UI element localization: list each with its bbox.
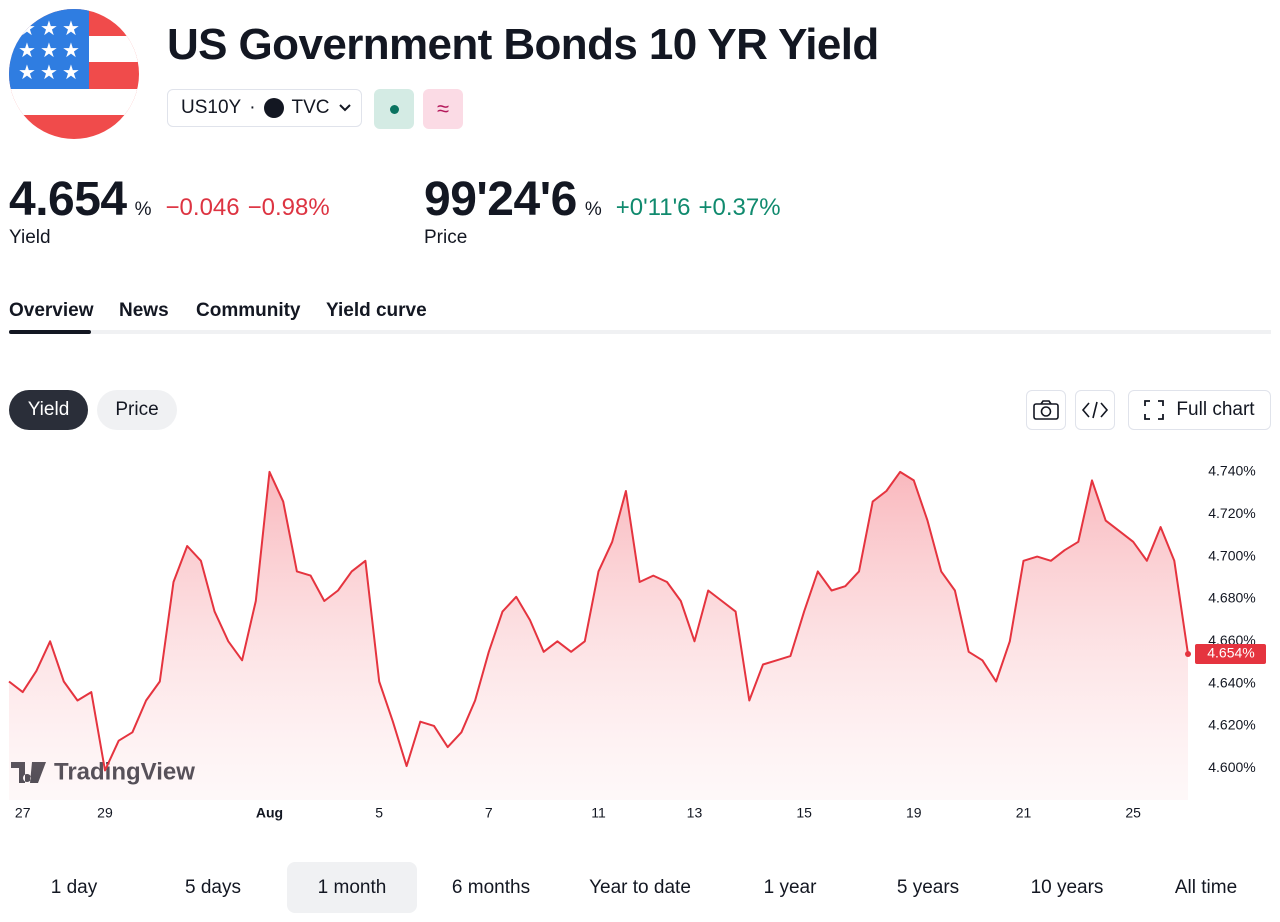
range-button[interactable]: 1 month [287,862,417,913]
x-tick-label: 11 [591,805,606,821]
market-status[interactable] [374,89,414,129]
camera-icon [1033,400,1059,420]
area-fill [9,471,1188,800]
x-tick-label: 27 [15,805,31,821]
symbol: US10Y [181,97,242,118]
svg-text:★: ★ [40,40,58,62]
y-tick-label: 4.740% [1208,463,1255,479]
active-tab-indicator [9,330,91,334]
last-value-label: 4.654% [1207,645,1254,661]
x-tick-label: 15 [796,805,812,821]
y-tick-label: 4.680% [1208,590,1255,606]
chevron [338,104,351,112]
svg-text:★: ★ [40,18,58,40]
quote-label: Price [424,227,468,248]
chart: 4.600%4.620%4.640%4.660%4.680%4.700%4.72… [8,463,1266,821]
x-tick-label: Aug [256,805,283,821]
quote-value: 99'24'6 [424,173,577,226]
svg-text:★: ★ [40,62,58,84]
flag-icon: ★ ★ ★ ★ ★ ★ ★ ★ ★ [9,9,139,139]
quote-change-percent: −0.98% [247,194,330,221]
x-tick-label: 5 [375,805,383,821]
exchange: TVC [291,97,330,118]
range-button[interactable]: 10 years [1030,876,1104,898]
tab[interactable]: Yield curve [326,300,427,321]
range-button[interactable]: 5 days [185,876,241,898]
tab-rule [9,330,1271,334]
x-tick-label: 19 [906,805,922,821]
line [8,470,1189,772]
button-label: Full chart [1176,399,1255,420]
tab[interactable]: News [119,300,169,321]
y-tick-label: 4.600% [1208,759,1255,775]
range-button[interactable]: Year to date [589,876,691,898]
page-title: US Government Bonds 10 YR Yield [167,20,879,69]
snapshot-button[interactable] [1026,390,1066,430]
code-icon [1081,401,1109,419]
tab[interactable]: Community [196,300,301,321]
svg-text:★: ★ [62,40,80,62]
separator: · [249,97,256,118]
quote-unit: % [584,199,602,220]
y-tick-label: 4.700% [1208,547,1255,563]
quote-label: Yield [9,227,51,248]
y-tick-label: 4.620% [1208,717,1255,733]
symbol-selector[interactable]: US10Y · TVC [167,89,362,127]
quote-change-percent: +0.37% [698,194,781,221]
range-button[interactable]: All time [1174,876,1238,898]
status-dot [389,104,399,114]
delayed-badge[interactable]: ≈ [423,89,463,129]
range-button[interactable]: 6 months [451,876,531,898]
range-button[interactable]: 1 year [763,876,817,898]
svg-text:★: ★ [18,40,36,62]
quote-change: +0'11'6 [615,194,691,221]
x-tick-label: 25 [1125,805,1141,821]
x-tick-label: 29 [97,805,113,821]
x-tick-label: 7 [485,805,493,821]
last-value-box [1195,643,1266,664]
svg-text:★: ★ [18,18,36,40]
range-button[interactable]: 5 years [896,876,960,898]
svg-text:★: ★ [62,18,80,40]
y-tick-label: 4.640% [1208,674,1255,690]
toggle-button[interactable]: Price [97,390,177,430]
last-point [1185,650,1191,657]
svg-text:★: ★ [62,62,80,84]
svg-text:★: ★ [18,62,36,84]
tab[interactable]: Overview [9,300,94,321]
fullscreen-icon [1144,400,1165,420]
x-tick-label: 13 [687,805,703,821]
full-chart-button[interactable]: Full chart [1128,390,1271,430]
range-button[interactable]: 1 day [50,876,98,898]
exchange-logo [263,98,284,118]
quote-change: −0.046 [165,194,240,221]
price-quote: 99'24'6 % +0'11'6 +0.37% [424,172,781,227]
embed-button[interactable] [1075,390,1115,430]
quote-unit: % [134,199,152,220]
toggle-button[interactable]: Yield [9,390,88,430]
x-tick-label: 21 [1016,805,1032,821]
quote-value: 4.654 [9,173,127,226]
yield-quote: 4.654 % −0.046 −0.98% [9,172,330,227]
y-tick-label: 4.720% [1208,505,1255,521]
